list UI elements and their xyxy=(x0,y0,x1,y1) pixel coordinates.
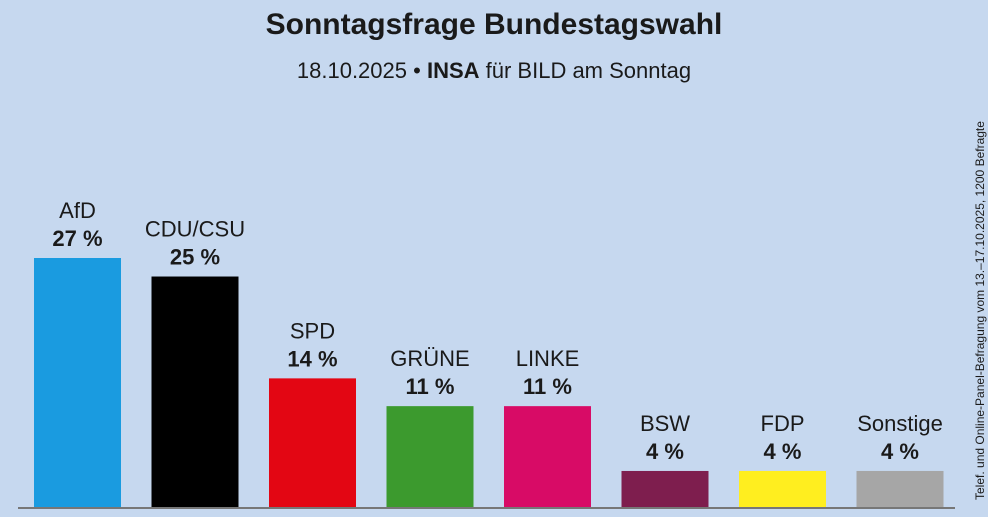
subtitle-institute: INSA xyxy=(426,58,480,83)
bar-linke xyxy=(504,406,591,508)
bar-cdu-csu xyxy=(151,276,239,508)
bar-sonstige xyxy=(856,470,944,508)
value-label: 11 % xyxy=(523,374,572,399)
category-label: BSW xyxy=(640,411,690,436)
subtitle-client: für BILD am Sonntag xyxy=(485,58,692,83)
bar-spd xyxy=(269,378,356,508)
category-label: FDP xyxy=(761,411,805,436)
value-label: 14 % xyxy=(287,346,337,371)
category-label: GRÜNE xyxy=(390,346,469,371)
value-label: 11 % xyxy=(406,374,455,399)
subtitle-date: 18.10.2025 xyxy=(296,58,407,83)
source-note: Telef. und Online-Panel-Befragung vom 13… xyxy=(973,121,987,500)
value-label: 4 % xyxy=(646,439,684,464)
chart-title: Sonntagsfrage Bundestagswahl xyxy=(265,8,723,41)
category-label: LINKE xyxy=(516,346,580,371)
chart-subtitle: 18.10.2025 • INSA für BILD am Sonntag xyxy=(0,58,988,84)
bar-fdp xyxy=(739,470,826,508)
category-label: CDU/CSU xyxy=(145,217,245,242)
category-label: SPD xyxy=(290,318,335,343)
bar-grüne xyxy=(386,406,474,508)
category-label: Sonstige xyxy=(857,411,943,436)
value-label: 27 % xyxy=(52,226,102,251)
category-label: AfD xyxy=(59,198,96,223)
bar-afd xyxy=(34,258,121,508)
value-label: 4 % xyxy=(764,439,802,464)
value-label: 4 % xyxy=(881,439,919,464)
bar-bsw xyxy=(621,470,709,508)
value-label: 25 % xyxy=(170,245,220,270)
subtitle-separator: • xyxy=(413,58,421,83)
